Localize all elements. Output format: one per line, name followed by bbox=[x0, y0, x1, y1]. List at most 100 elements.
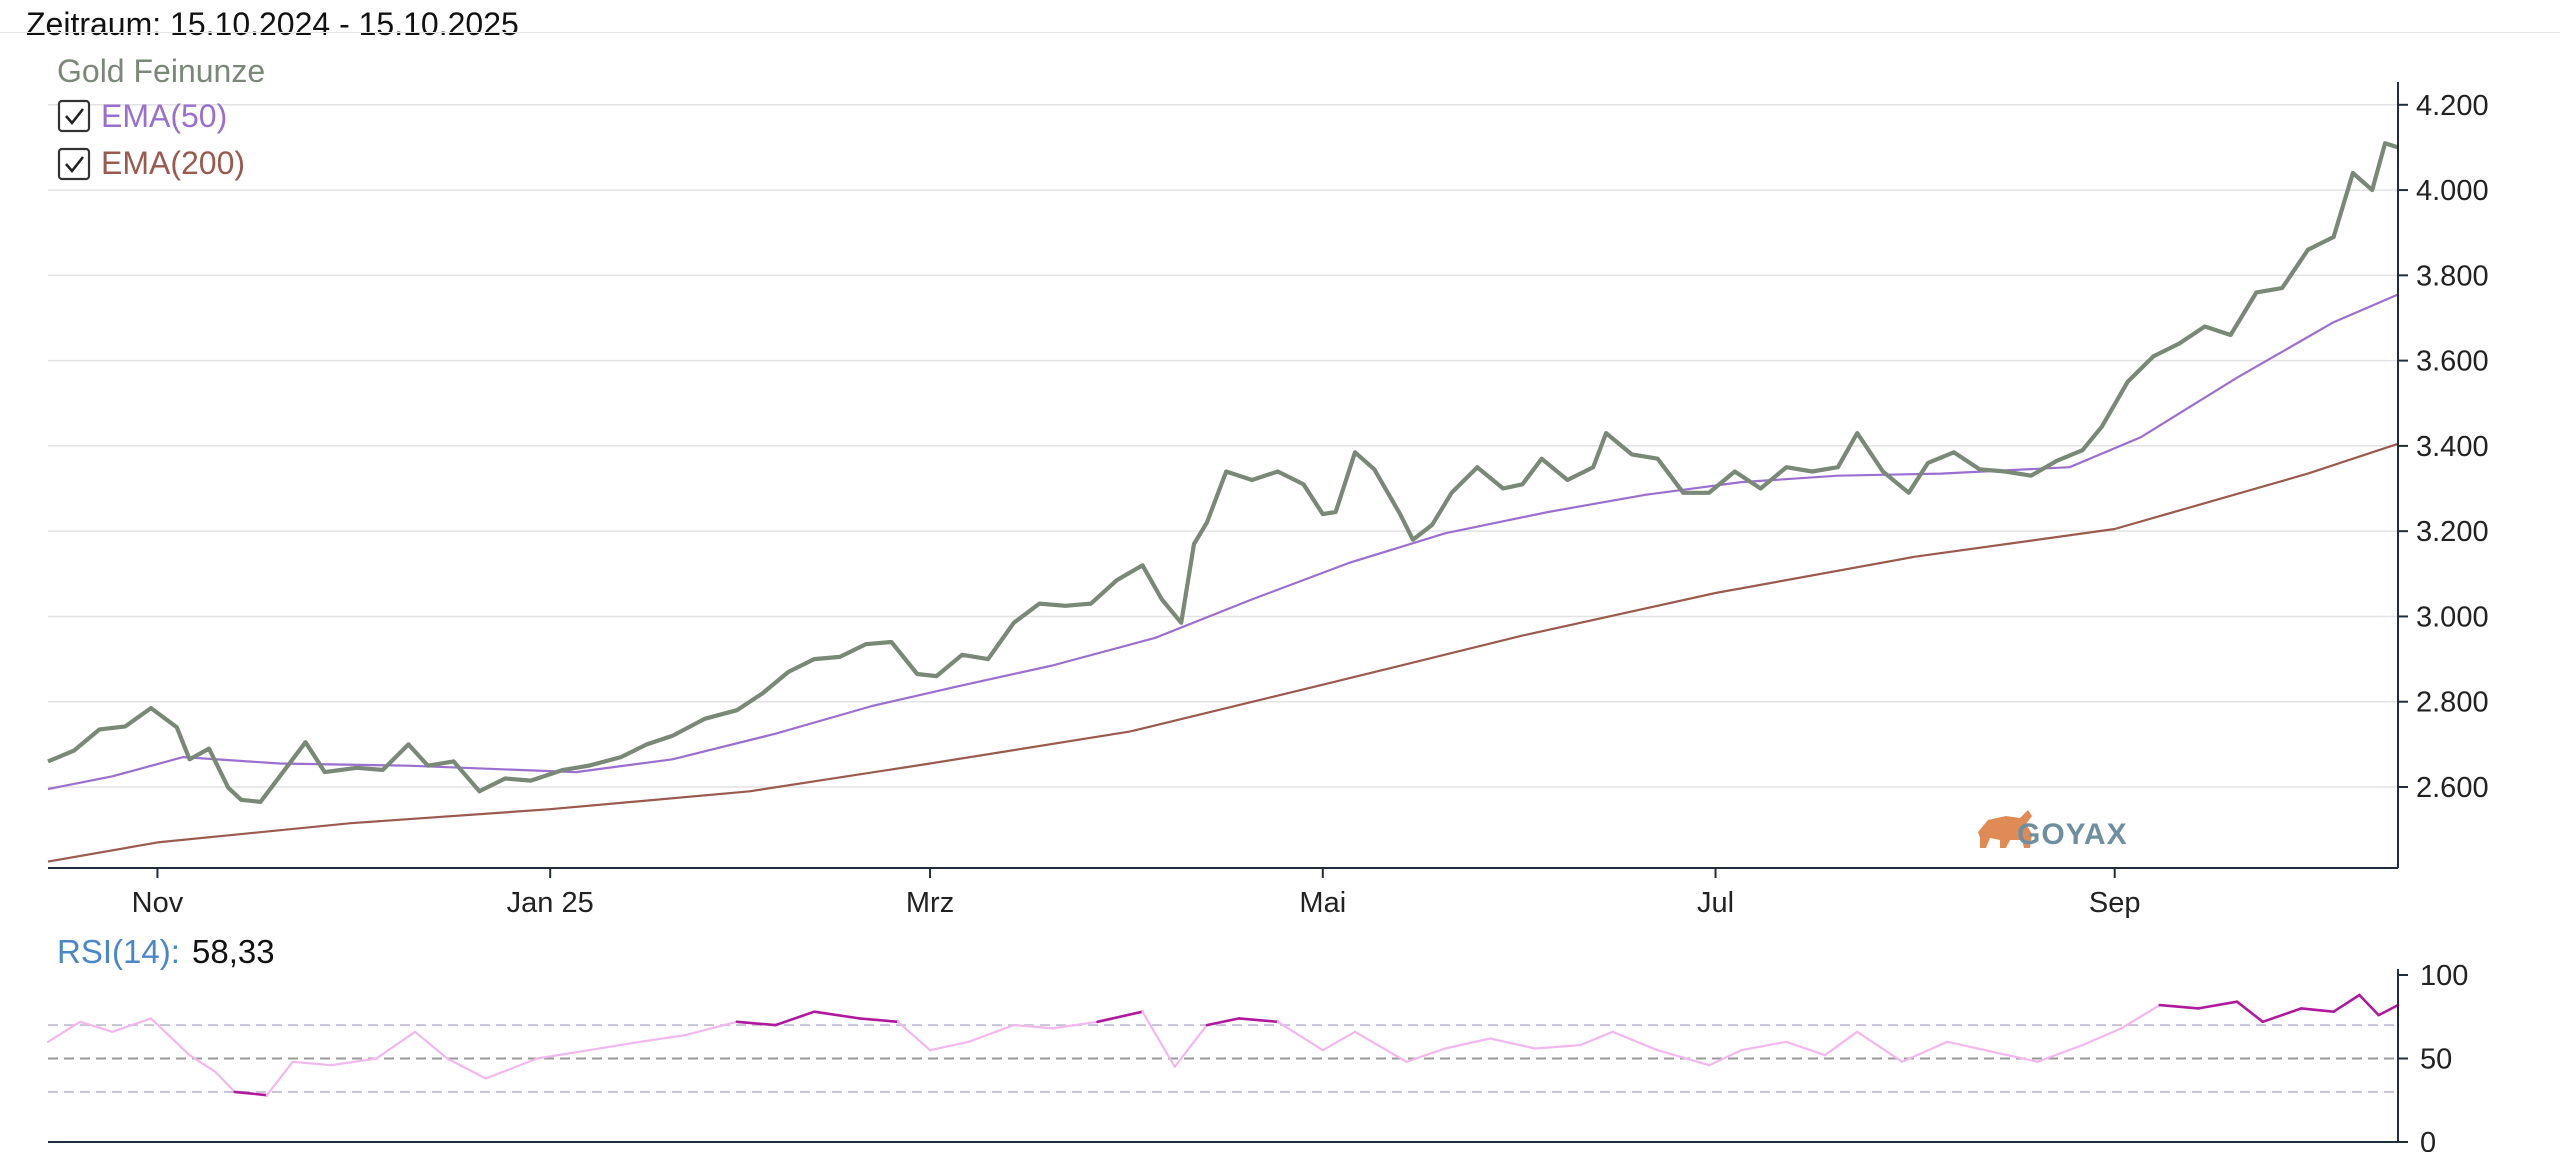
series-line-ema50 bbox=[47, 293, 2399, 791]
rsi-segment bbox=[375, 1030, 417, 1060]
rsi-series bbox=[46, 993, 2400, 1097]
rsi-segment bbox=[446, 1057, 487, 1080]
legend-ema50-label: EMA(50) bbox=[101, 98, 227, 134]
rsi-segment bbox=[2120, 1003, 2161, 1030]
rsi-segment bbox=[587, 1040, 642, 1052]
main-series bbox=[47, 141, 2399, 863]
rsi-segment bbox=[214, 1070, 236, 1094]
x-tick-label: Mai bbox=[1299, 887, 1346, 919]
rsi-segment bbox=[2377, 1003, 2400, 1017]
rsi-segment bbox=[233, 1090, 269, 1097]
rsi-segment bbox=[2261, 1007, 2303, 1024]
rsi-segment bbox=[967, 1023, 1015, 1043]
rsi-segment bbox=[1012, 1023, 1054, 1030]
rsi-segment bbox=[1321, 1030, 1357, 1052]
rsi-segment bbox=[1173, 1023, 1209, 1068]
check-icon bbox=[65, 108, 85, 126]
rsi-segment bbox=[1353, 1030, 1408, 1063]
legend-ema200-label: EMA(200) bbox=[101, 145, 245, 181]
legend: Gold Feinunze EMA(50) EMA(200) bbox=[57, 53, 265, 181]
legend-ema50-toggle[interactable]: EMA(50) bbox=[57, 98, 227, 134]
header-divider bbox=[0, 32, 2560, 33]
rsi-segment bbox=[265, 1060, 294, 1097]
rsi-segment bbox=[111, 1017, 153, 1033]
rsi-segment bbox=[2235, 1000, 2265, 1024]
rsi-current-value: 58,33 bbox=[192, 933, 275, 970]
main-axes: 2.600 2.800 3.000 3.200 3.400 3.600 3.800 4.000… bbox=[48, 82, 2489, 919]
rsi-title: RSI(14): 58,33 bbox=[57, 933, 275, 970]
rsi-segment bbox=[1856, 1030, 1904, 1063]
rsi-segment bbox=[1489, 1037, 1537, 1050]
x-tick-label: Mrz bbox=[906, 887, 954, 919]
rsi-segment bbox=[1141, 1010, 1176, 1068]
y-tick-label: 4.200 bbox=[2416, 90, 2489, 122]
x-tick-label: Sep bbox=[2089, 887, 2141, 919]
rsi-segment bbox=[1991, 1050, 2039, 1063]
y-tick-label: 3.600 bbox=[2416, 346, 2489, 378]
rsi-segment bbox=[413, 1030, 449, 1060]
rsi-segment bbox=[484, 1057, 539, 1080]
rsi-segment bbox=[536, 1049, 590, 1060]
legend-gold: Gold Feinunze bbox=[57, 53, 265, 89]
rsi-segment bbox=[1096, 1010, 1144, 1024]
rsi-segment bbox=[639, 1033, 687, 1043]
rsi-segment bbox=[2081, 1027, 2123, 1047]
rsi-segment bbox=[1579, 1030, 1614, 1047]
rsi-segment bbox=[1237, 1017, 1279, 1024]
ema200-checkbox[interactable] bbox=[57, 147, 91, 181]
rsi-axes: 0 50 100 bbox=[48, 960, 2468, 1152]
rsi-segment bbox=[684, 1020, 739, 1037]
rsi-segment bbox=[2358, 993, 2380, 1017]
legend-ema200-toggle[interactable]: EMA(200) bbox=[57, 145, 245, 181]
y-tick-label: 2.600 bbox=[2416, 772, 2489, 804]
main-grid bbox=[48, 104, 2398, 788]
rsi-segment bbox=[330, 1057, 378, 1067]
x-tick-label: Jul bbox=[1697, 887, 1734, 919]
bull-icon bbox=[1978, 810, 2032, 848]
rsi-segment bbox=[928, 1040, 970, 1052]
rsi-segment bbox=[1901, 1040, 1949, 1063]
x-tick-label: Nov bbox=[132, 887, 184, 919]
goyax-logo: GOYAX bbox=[1978, 810, 2128, 851]
rsi-segment bbox=[1443, 1037, 1492, 1050]
rsi-segment bbox=[1656, 1049, 1711, 1067]
check-icon bbox=[65, 156, 85, 174]
rsi-segment bbox=[291, 1060, 333, 1067]
y-tick-label: 3.800 bbox=[2416, 260, 2489, 292]
rsi-segment bbox=[79, 1020, 114, 1033]
rsi-segment bbox=[896, 1020, 932, 1052]
ema50-checkbox[interactable] bbox=[57, 99, 91, 133]
y-tick-label: 3.000 bbox=[2416, 601, 2489, 633]
rsi-segment bbox=[735, 1020, 777, 1027]
rsi-segment bbox=[149, 1017, 191, 1057]
rsi-segment bbox=[1611, 1030, 1659, 1052]
rsi-segment bbox=[46, 1020, 82, 1043]
rsi-segment bbox=[1405, 1047, 1447, 1063]
rsi-segment bbox=[2197, 1000, 2239, 1010]
rsi-segment bbox=[1534, 1043, 1582, 1050]
period-label: Zeitraum: 15.10.2024 - 15.10.2025 bbox=[26, 6, 519, 42]
rsi-reference-lines bbox=[48, 1024, 2398, 1093]
y-tick-label: 3.400 bbox=[2416, 431, 2489, 463]
rsi-segment bbox=[1785, 1040, 1827, 1057]
rsi-segment bbox=[188, 1054, 217, 1074]
y-tick-label: 2.800 bbox=[2416, 687, 2489, 719]
rsi-segment bbox=[1051, 1020, 1099, 1030]
y-tick-label: 3.200 bbox=[2416, 516, 2489, 548]
rsi-segment bbox=[2300, 1007, 2335, 1014]
series-line-ema200 bbox=[47, 442, 2399, 863]
rsi-segment bbox=[1276, 1020, 1324, 1052]
series-line-gold bbox=[47, 141, 2399, 805]
rsi-segment bbox=[1740, 1040, 1788, 1052]
goyax-wordmark: GOYAX bbox=[2017, 818, 2128, 851]
rsi-segment bbox=[2158, 1003, 2200, 1010]
rsi-segment bbox=[1946, 1040, 1994, 1053]
rsi-y-tick-label: 100 bbox=[2420, 960, 2468, 992]
rsi-segment bbox=[2332, 993, 2361, 1014]
rsi-segment bbox=[857, 1017, 900, 1024]
rsi-segment bbox=[1823, 1030, 1859, 1057]
rsi-segment bbox=[1707, 1049, 1743, 1067]
rsi-segment bbox=[812, 1010, 861, 1020]
x-tick-label: Jan 25 bbox=[507, 887, 594, 919]
